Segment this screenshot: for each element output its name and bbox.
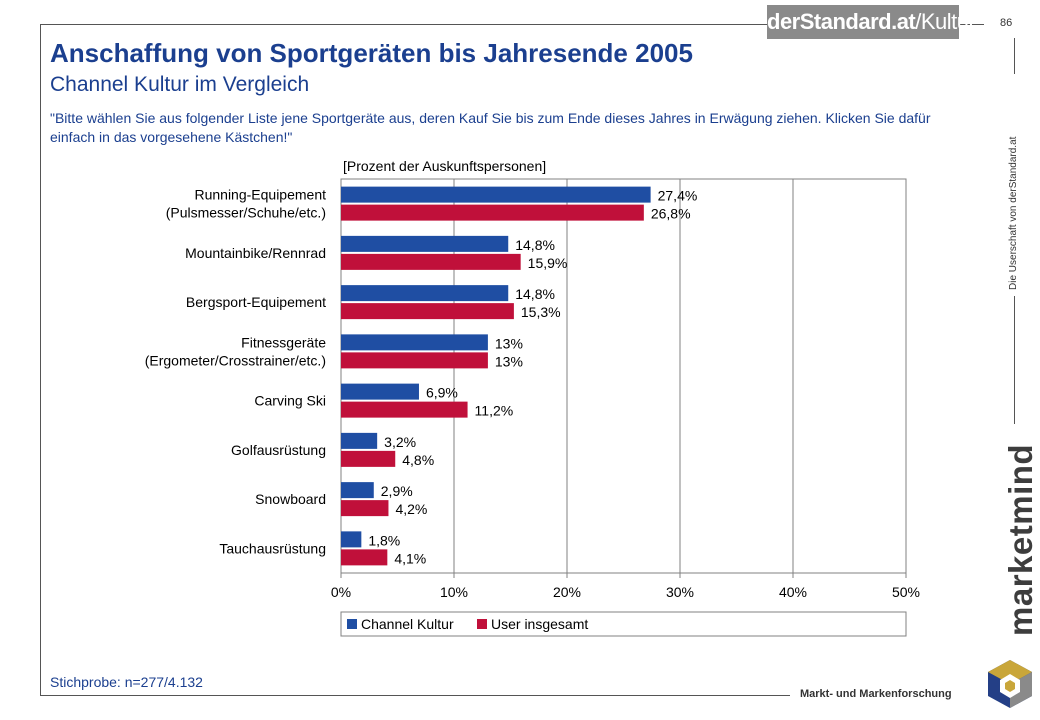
frame-left-line — [40, 24, 41, 696]
sample-size: Stichprobe: n=277/4.132 — [50, 674, 203, 690]
data-label: 13% — [495, 353, 523, 369]
frame-bottom-line — [40, 695, 790, 696]
bar-user-insgesamt — [341, 253, 521, 270]
page-number: 86 — [1000, 17, 1013, 29]
bar-channel-kultur — [341, 432, 378, 449]
data-label: 15,9% — [528, 255, 568, 271]
category-label: Running-Equipement — [194, 187, 326, 203]
data-label: 15,3% — [521, 304, 561, 320]
x-tick-label: 50% — [892, 584, 920, 600]
category-label: Snowboard — [255, 491, 326, 507]
data-label: 3,2% — [384, 434, 416, 450]
brand-logo-rest: /Kultur — [915, 9, 976, 34]
x-tick-label: 10% — [440, 584, 468, 600]
bar-user-insgesamt — [341, 500, 389, 517]
unit-label: [Prozent der Auskunftspersonen] — [343, 158, 546, 174]
bar-user-insgesamt — [341, 450, 396, 467]
side-divider-top — [1014, 38, 1015, 74]
brand-logo-bold: derStandard.at — [767, 9, 916, 34]
bar-channel-kultur — [341, 531, 362, 548]
category-label: Golfausrüstung — [231, 442, 326, 458]
page-title: Anschaffung von Sportgeräten bis Jahrese… — [50, 38, 693, 68]
bar-channel-kultur — [341, 285, 509, 302]
data-label: 14,8% — [515, 286, 555, 302]
x-tick-label: 40% — [779, 584, 807, 600]
category-label: Bergsport-Equipement — [186, 294, 326, 310]
marketmind-cube-icon — [988, 660, 1032, 708]
data-label: 1,8% — [368, 532, 400, 548]
legend-swatch — [347, 619, 357, 629]
category-label: Tauchausrüstung — [219, 540, 326, 556]
x-tick-label: 20% — [553, 584, 581, 600]
data-label: 4,8% — [402, 452, 434, 468]
data-label: 6,9% — [426, 385, 458, 401]
bar-channel-kultur — [341, 186, 651, 203]
bar-user-insgesamt — [341, 352, 488, 369]
bar-user-insgesamt — [341, 549, 388, 566]
brand-logo: derStandard.at/Kultur — [767, 5, 976, 39]
x-tick-label: 0% — [331, 584, 351, 600]
page-subtitle: Channel Kultur im Vergleich — [50, 73, 310, 96]
data-label: 26,8% — [651, 206, 691, 222]
legend-label: User insgesamt — [491, 616, 588, 632]
data-label: 14,8% — [515, 237, 555, 253]
subbrand-text: Markt- und Markenforschung — [800, 688, 952, 700]
frame-top-line-right — [960, 24, 984, 25]
category-label: Fitnessgeräte — [241, 334, 326, 350]
category-label: (Ergometer/Crosstrainer/etc.) — [145, 352, 326, 368]
x-tick-label: 30% — [666, 584, 694, 600]
data-label: 27,4% — [658, 188, 698, 204]
legend-label: Channel Kultur — [361, 616, 454, 632]
bar-user-insgesamt — [341, 303, 514, 320]
bar-channel-kultur — [341, 383, 419, 400]
data-label: 11,2% — [475, 403, 514, 419]
legend-swatch — [477, 619, 487, 629]
bar-channel-kultur — [341, 334, 488, 351]
frame-top-line — [40, 24, 770, 25]
legend — [340, 611, 907, 637]
side-divider-middle — [1014, 296, 1015, 424]
category-label: Carving Ski — [254, 393, 326, 409]
data-label: 2,9% — [381, 483, 413, 499]
bar-user-insgesamt — [341, 204, 644, 221]
survey-question: "Bitte wählen Sie aus folgender Liste je… — [50, 110, 931, 145]
data-label: 4,2% — [395, 501, 427, 517]
bar-channel-kultur — [341, 235, 509, 252]
bar-channel-kultur — [341, 482, 374, 499]
category-label: Mountainbike/Rennrad — [185, 245, 326, 261]
data-label: 4,1% — [394, 550, 426, 566]
category-label: (Pulsmesser/Schuhe/etc.) — [166, 205, 326, 221]
bar-user-insgesamt — [341, 401, 468, 418]
data-label: 13% — [495, 335, 523, 351]
